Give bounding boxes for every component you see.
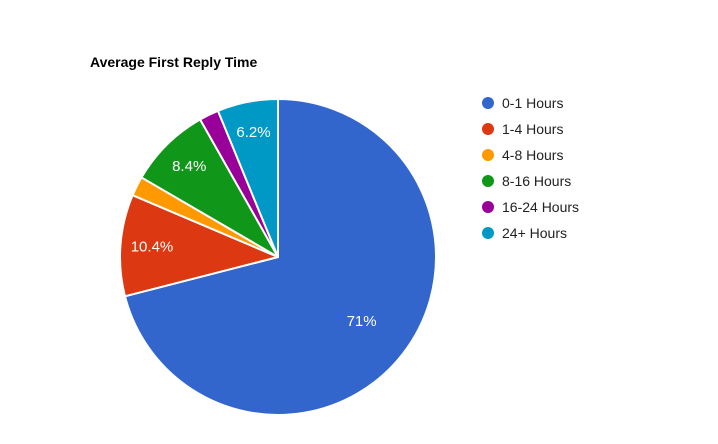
pie-slice-24-hours[interactable]: [216, 98, 279, 258]
legend-color-dot-icon: [482, 149, 494, 161]
legend-color-dot-icon: [482, 123, 494, 135]
legend-color-dot-icon: [482, 97, 494, 109]
legend-label: 8-16 Hours: [502, 172, 572, 189]
legend-item-24-hours[interactable]: 24+ Hours: [482, 220, 579, 246]
legend-color-dot-icon: [482, 175, 494, 187]
legend-item-4-8-hours[interactable]: 4-8 Hours: [482, 142, 579, 168]
legend-label: 1-4 Hours: [502, 120, 564, 137]
legend-label: 24+ Hours: [502, 224, 567, 241]
pie-slice-0-1-hours[interactable]: [123, 98, 437, 416]
legend-item-8-16-hours[interactable]: 8-16 Hours: [482, 168, 579, 194]
legend-label: 0-1 Hours: [502, 94, 564, 111]
legend-item-0-1-hours[interactable]: 0-1 Hours: [482, 90, 579, 116]
chart-legend: 0-1 Hours 1-4 Hours 4-8 Hours 8-16 Hours 16-…: [482, 90, 579, 246]
legend-label: 4-8 Hours: [502, 146, 564, 163]
chart-title: Average First Reply Time: [90, 54, 258, 70]
legend-color-dot-icon: [482, 201, 494, 213]
legend-color-dot-icon: [482, 227, 494, 239]
legend-item-1-4-hours[interactable]: 1-4 Hours: [482, 116, 579, 142]
pie-slice-1-4-hours[interactable]: [119, 194, 279, 298]
legend-item-16-24-hours[interactable]: 16-24 Hours: [482, 194, 579, 220]
legend-label: 16-24 Hours: [502, 198, 580, 215]
